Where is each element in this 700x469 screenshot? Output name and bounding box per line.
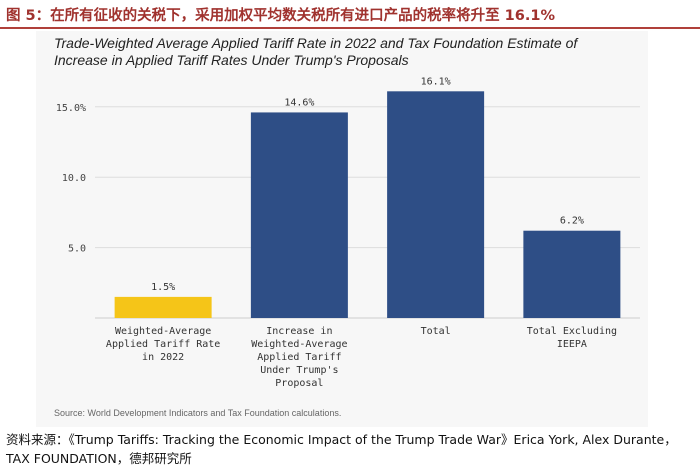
figure-title: 图 5：在所有征收的关税下，采用加权平均数关税所有进口产品的税率将升至 16.1… <box>6 8 555 24</box>
category-label-line: IEEPA <box>557 339 587 350</box>
y-tick-label: 5.0 <box>68 244 86 255</box>
bar <box>523 230 621 318</box>
data-label: 1.5% <box>151 282 175 293</box>
category-label-line: Applied Tariff <box>257 352 341 363</box>
title-rule <box>0 27 700 29</box>
bar <box>114 296 212 318</box>
y-tick-label: 15.0% <box>56 103 86 114</box>
data-label: 16.1% <box>421 76 451 87</box>
category-label: Total Excluding IEEPA <box>527 326 617 350</box>
chart-source: Source: World Development Indicators and… <box>54 408 342 418</box>
chart-title: Trade-Weighted Average Applied Tariff Ra… <box>54 35 578 68</box>
figure-footer: 资料来源：《Trump Tariffs: Tracking the Econom… <box>6 432 677 466</box>
category-label-line: Increase in <box>266 326 332 337</box>
category-label: Increase in Weighted-Average Applied Tarif… <box>251 326 347 389</box>
bar <box>387 91 485 318</box>
category-label-line: Total Excluding <box>527 326 617 337</box>
bar <box>250 112 348 318</box>
category-label-line: in 2022 <box>142 352 184 363</box>
category-label-line: Applied Tariff Rate <box>106 339 220 350</box>
category-label-line: Total <box>421 326 451 337</box>
category-label-line: Weighted-Average <box>115 326 211 337</box>
category-label-line: Proposal <box>275 378 323 389</box>
category-label: Total <box>421 326 451 337</box>
category-label-line: Under Trump's <box>260 365 338 376</box>
data-label: 14.6% <box>284 97 314 108</box>
category-label: Weighted-Average Applied Tariff Rate in 20… <box>106 326 220 363</box>
data-label: 6.2% <box>560 216 584 227</box>
y-tick-label: 10.0 <box>62 173 86 184</box>
category-label-line: Weighted-Average <box>251 339 347 350</box>
